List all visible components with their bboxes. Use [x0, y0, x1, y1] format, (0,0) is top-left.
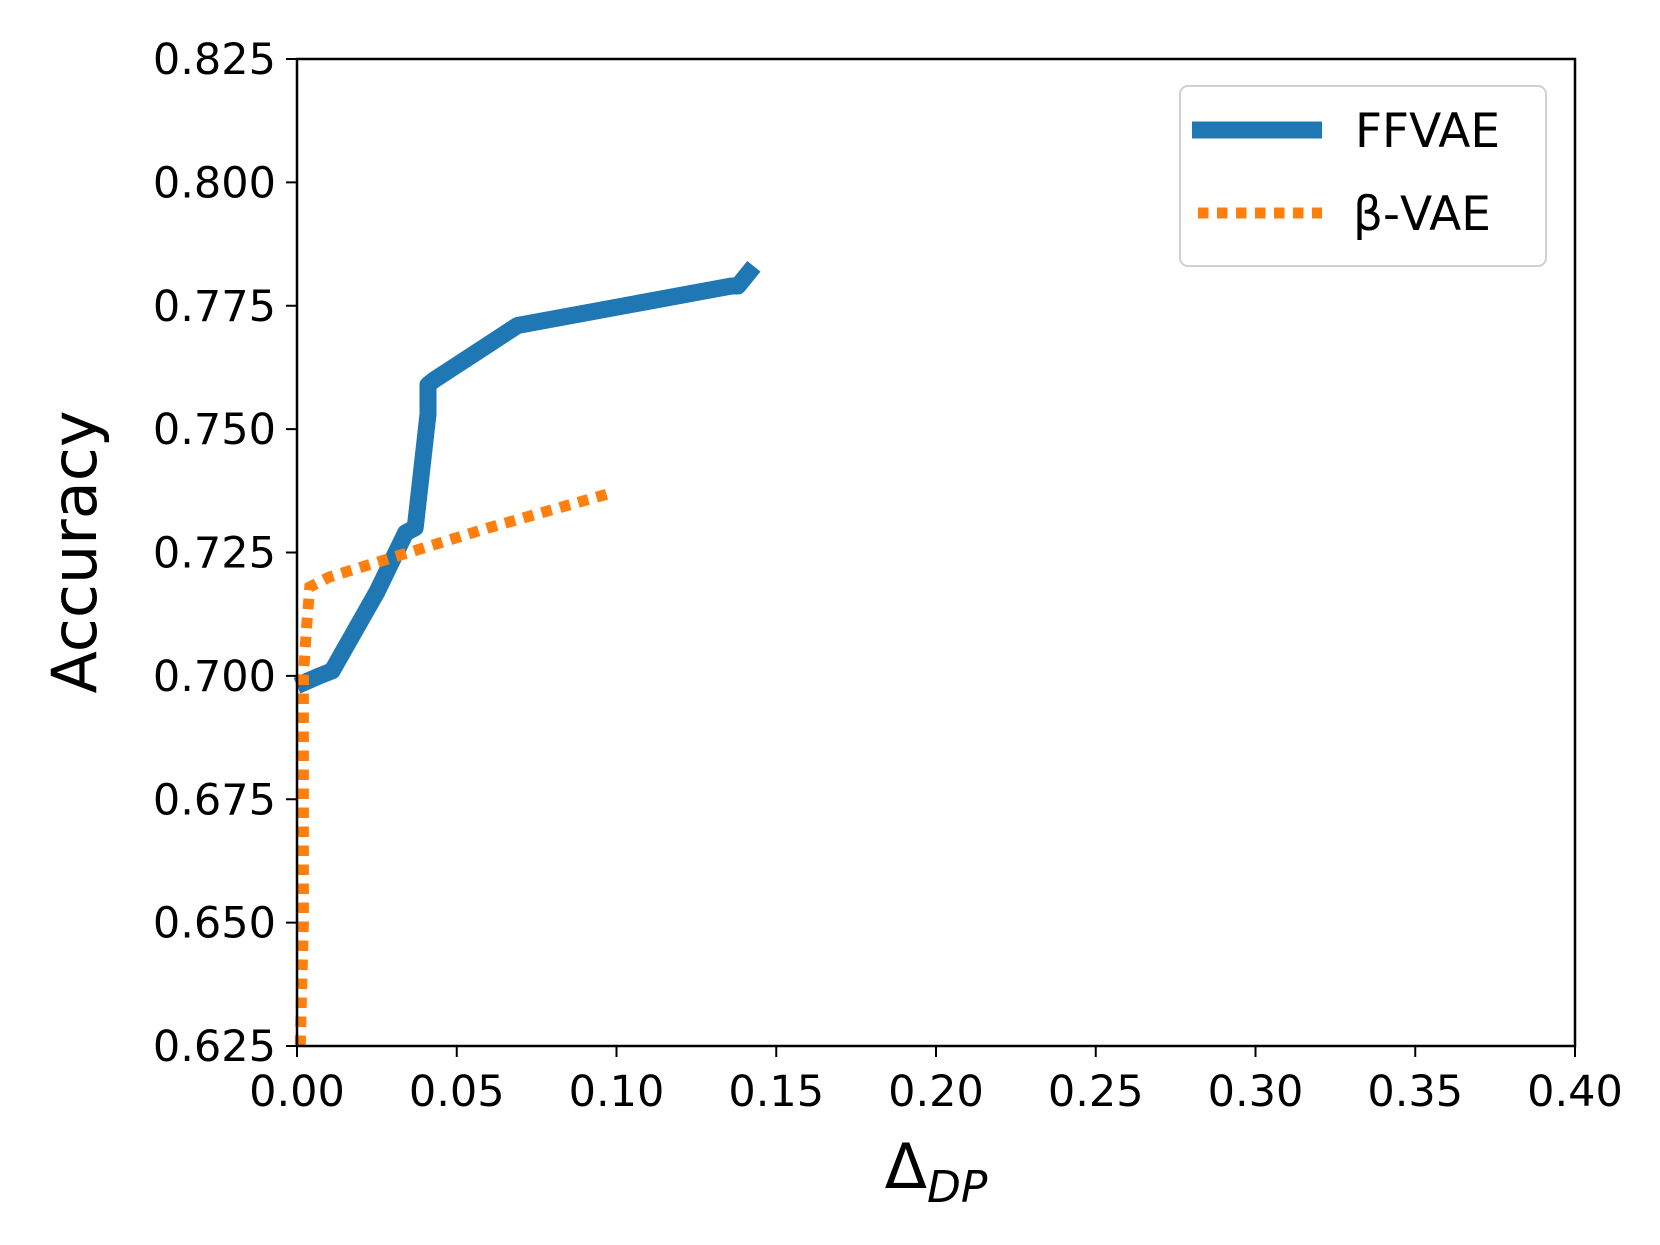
y-tick-label: 0.700 — [153, 652, 276, 702]
x-axis-label-subscript: DP — [927, 1162, 988, 1213]
x-axis-label-main: Δ — [885, 1130, 927, 1203]
x-tick-label: 0.35 — [1367, 1067, 1463, 1117]
x-tick-label: 0.25 — [1048, 1067, 1144, 1117]
y-axis: 0.625 0.650 0.675 0.700 0.725 0.750 0.775 0.800… — [153, 35, 297, 1072]
legend-label-ffvae: FFVAE — [1355, 104, 1500, 159]
y-tick-label: 0.750 — [153, 405, 276, 455]
y-tick-label: 0.650 — [153, 899, 276, 949]
y-tick-label: 0.775 — [153, 282, 276, 332]
y-tick-label: 0.800 — [153, 158, 276, 208]
series-line-ffvae — [293, 260, 761, 694]
series-layer — [293, 260, 761, 1047]
x-axis: 0.00 0.05 0.10 0.15 0.20 0.25 0.30 0.35 0.40 — [249, 1046, 1623, 1117]
x-tick-label: 0.00 — [249, 1067, 345, 1117]
series-line--vae — [294, 488, 612, 1047]
x-tick-label: 0.10 — [569, 1067, 665, 1117]
x-tick-label: 0.30 — [1208, 1067, 1304, 1117]
x-axis-label: ΔDP — [885, 1130, 988, 1213]
y-tick-label: 0.625 — [153, 1022, 276, 1072]
y-tick-label: 0.725 — [153, 529, 276, 579]
y-axis-label: Accuracy — [38, 410, 111, 693]
x-tick-label: 0.05 — [409, 1067, 505, 1117]
x-tick-label: 0.15 — [728, 1067, 824, 1117]
x-tick-label: 0.20 — [888, 1067, 984, 1117]
y-tick-label: 0.675 — [153, 775, 276, 825]
legend-label-beta-vae: β-VAE — [1353, 187, 1491, 242]
y-tick-label: 0.825 — [153, 35, 276, 85]
legend: FFVAE β-VAE — [1179, 85, 1547, 267]
x-tick-label: 0.40 — [1527, 1067, 1623, 1117]
